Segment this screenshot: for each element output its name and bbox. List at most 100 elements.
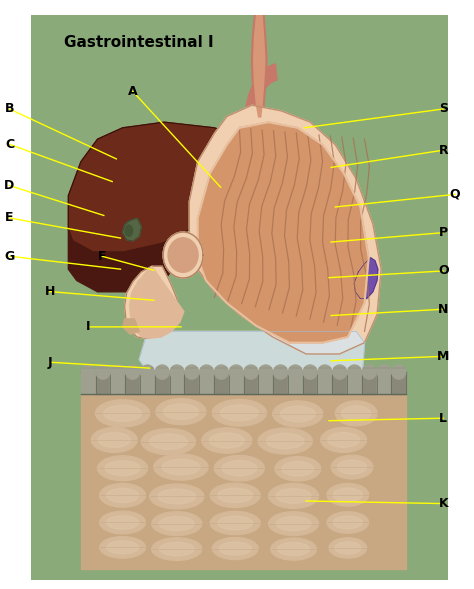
Polygon shape — [140, 372, 155, 393]
Polygon shape — [170, 372, 184, 393]
Ellipse shape — [210, 511, 260, 535]
Ellipse shape — [126, 365, 140, 379]
Polygon shape — [184, 372, 199, 393]
Polygon shape — [125, 372, 140, 393]
Ellipse shape — [219, 542, 251, 555]
Ellipse shape — [318, 365, 332, 379]
Ellipse shape — [150, 484, 204, 509]
Ellipse shape — [335, 542, 361, 554]
Ellipse shape — [392, 365, 406, 379]
Text: R: R — [438, 144, 448, 157]
Ellipse shape — [200, 365, 214, 379]
Ellipse shape — [218, 488, 253, 502]
Ellipse shape — [258, 428, 312, 454]
Text: G: G — [4, 250, 15, 263]
Text: E: E — [5, 211, 14, 224]
Ellipse shape — [98, 456, 147, 481]
Polygon shape — [347, 372, 362, 393]
Polygon shape — [199, 372, 214, 393]
Ellipse shape — [321, 428, 366, 452]
Ellipse shape — [152, 512, 202, 535]
Ellipse shape — [107, 541, 138, 554]
Ellipse shape — [159, 517, 194, 531]
Ellipse shape — [107, 488, 138, 502]
Ellipse shape — [333, 516, 363, 529]
Text: H: H — [45, 285, 55, 298]
Polygon shape — [392, 372, 406, 393]
Polygon shape — [68, 122, 264, 252]
Ellipse shape — [282, 461, 314, 476]
Ellipse shape — [337, 460, 366, 474]
Ellipse shape — [269, 484, 319, 508]
Ellipse shape — [214, 365, 228, 379]
Ellipse shape — [152, 538, 202, 560]
Polygon shape — [68, 230, 181, 292]
Ellipse shape — [342, 406, 371, 421]
Ellipse shape — [100, 484, 146, 507]
Polygon shape — [110, 372, 125, 393]
Text: F: F — [98, 250, 106, 263]
Ellipse shape — [273, 365, 288, 379]
Ellipse shape — [210, 483, 260, 508]
Ellipse shape — [170, 365, 184, 379]
Ellipse shape — [154, 454, 208, 480]
Text: S: S — [439, 102, 447, 115]
Ellipse shape — [276, 517, 311, 531]
Ellipse shape — [212, 399, 266, 426]
Text: Gastrointestinal I: Gastrointestinal I — [64, 35, 214, 49]
Ellipse shape — [335, 401, 377, 426]
Polygon shape — [303, 372, 318, 393]
Ellipse shape — [125, 225, 133, 236]
Ellipse shape — [269, 512, 319, 535]
Ellipse shape — [185, 365, 199, 379]
Ellipse shape — [212, 538, 258, 560]
Polygon shape — [155, 372, 170, 393]
Ellipse shape — [107, 516, 138, 530]
Ellipse shape — [329, 538, 366, 558]
Polygon shape — [288, 372, 303, 393]
Ellipse shape — [95, 400, 150, 427]
Ellipse shape — [327, 484, 369, 506]
Ellipse shape — [327, 512, 369, 533]
Ellipse shape — [331, 455, 373, 479]
Polygon shape — [163, 232, 203, 278]
Polygon shape — [258, 372, 273, 393]
Ellipse shape — [111, 365, 125, 379]
Ellipse shape — [273, 401, 323, 427]
Ellipse shape — [149, 434, 187, 449]
Ellipse shape — [104, 405, 142, 422]
Ellipse shape — [141, 429, 196, 455]
Ellipse shape — [202, 428, 252, 453]
Polygon shape — [332, 372, 347, 393]
Text: O: O — [438, 264, 448, 277]
Text: P: P — [438, 226, 448, 239]
Ellipse shape — [328, 432, 360, 448]
Text: K: K — [438, 497, 448, 510]
Polygon shape — [168, 238, 198, 272]
Text: N: N — [438, 303, 448, 316]
Polygon shape — [318, 372, 332, 393]
Ellipse shape — [210, 433, 245, 448]
Ellipse shape — [100, 511, 146, 534]
Ellipse shape — [105, 461, 140, 476]
Ellipse shape — [220, 405, 258, 421]
Polygon shape — [244, 372, 258, 393]
Ellipse shape — [278, 542, 310, 555]
Text: C: C — [5, 138, 14, 151]
Polygon shape — [123, 219, 141, 241]
Text: J: J — [47, 356, 52, 369]
Ellipse shape — [159, 542, 194, 556]
Ellipse shape — [218, 516, 253, 530]
Polygon shape — [245, 64, 277, 122]
Ellipse shape — [164, 404, 199, 419]
Polygon shape — [377, 372, 392, 393]
Ellipse shape — [158, 489, 196, 504]
Text: B: B — [5, 102, 14, 115]
Ellipse shape — [276, 488, 311, 504]
Ellipse shape — [333, 365, 346, 379]
Polygon shape — [189, 105, 381, 354]
Ellipse shape — [229, 365, 243, 379]
Text: M: M — [437, 350, 449, 363]
Ellipse shape — [100, 537, 146, 558]
Ellipse shape — [266, 434, 304, 449]
